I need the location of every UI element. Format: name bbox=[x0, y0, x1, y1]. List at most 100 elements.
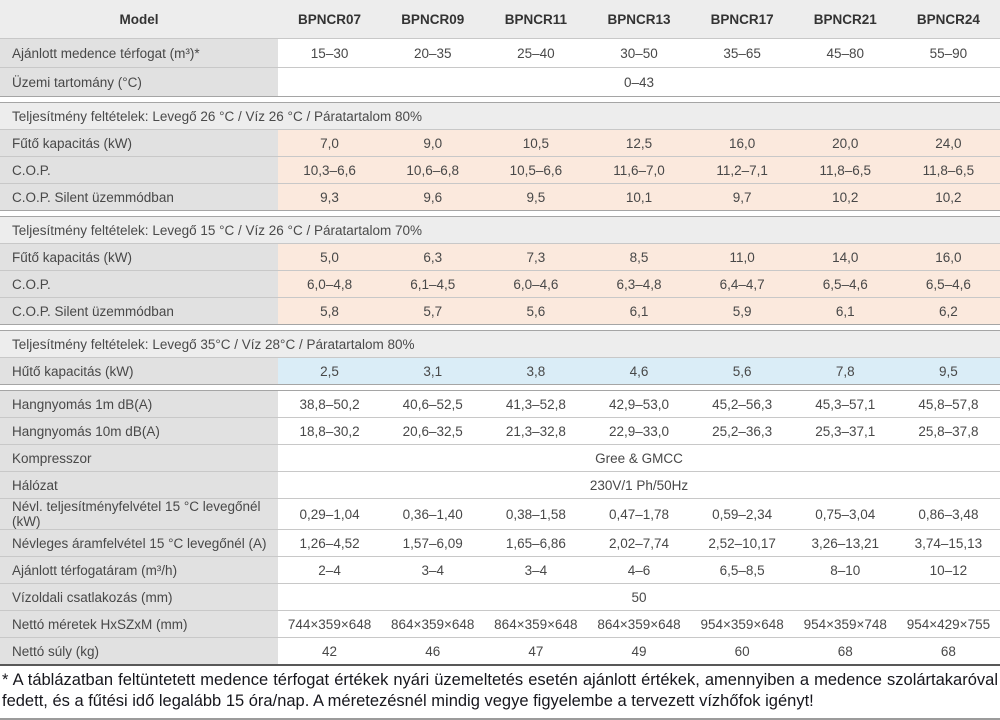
value-cell: 10,2 bbox=[896, 184, 1000, 210]
value-cell: 5,6 bbox=[690, 358, 794, 384]
row-label: C.O.P. bbox=[0, 271, 278, 297]
value-cell: 9,5 bbox=[484, 184, 588, 210]
column-header: BPNCR13 bbox=[587, 0, 691, 38]
table-row: C.O.P. 6,0–4,8 6,1–4,5 6,0–4,6 6,3–4,8 6,4–4,… bbox=[0, 270, 1000, 297]
value-cell: 6,3–4,8 bbox=[587, 271, 691, 297]
value-cell: 6,5–8,5 bbox=[690, 557, 794, 583]
value-cell: 6,5–4,6 bbox=[793, 271, 897, 297]
row-label: Nettó méretek HxSZxM (mm) bbox=[0, 611, 278, 637]
value-cell: 5,7 bbox=[381, 298, 485, 324]
value-cell: 40,6–52,5 bbox=[381, 391, 485, 417]
column-header: BPNCR11 bbox=[484, 0, 588, 38]
row-label: Nettó súly (kg) bbox=[0, 638, 278, 664]
row-label: Ajánlott térfogatáram (m³/h) bbox=[0, 557, 278, 583]
value-cell: 49 bbox=[587, 638, 691, 664]
value-cell: 864×359×648 bbox=[381, 611, 485, 637]
value-cell: 42,9–53,0 bbox=[587, 391, 691, 417]
value-cell: 2,5 bbox=[278, 358, 382, 384]
row-label: Névleges áramfelvétel 15 °C levegőnél (A… bbox=[0, 530, 278, 556]
value-cell: 864×359×648 bbox=[484, 611, 588, 637]
table-row: C.O.P. Silent üzemmódban 9,3 9,6 9,5 10,1 9,7… bbox=[0, 183, 1000, 210]
value-cell: 1,57–6,09 bbox=[381, 530, 485, 556]
value-cell: 10,1 bbox=[587, 184, 691, 210]
value-cell: 6,3 bbox=[381, 244, 485, 270]
table-row: Kompresszor Gree & GMCC bbox=[0, 444, 1000, 471]
value-cell: 46 bbox=[381, 638, 485, 664]
merged-value-cell: 50 bbox=[278, 584, 1000, 610]
value-cell: 0,59–2,34 bbox=[690, 499, 794, 529]
value-cell: 11,8–6,5 bbox=[896, 157, 1000, 183]
table-group: Teljesítmény feltételek: Levegő 26 °C / … bbox=[0, 102, 1000, 211]
table-row: Hangnyomás 1m dB(A) 38,8–50,2 40,6–52,5 41,… bbox=[0, 391, 1000, 417]
value-cell: 0,86–3,48 bbox=[896, 499, 1000, 529]
value-cell: 9,5 bbox=[896, 358, 1000, 384]
value-cell: 6,4–4,7 bbox=[690, 271, 794, 297]
table-header-row: Model BPNCR07 BPNCR09 BPNCR11 BPNCR13 BPNCR17… bbox=[0, 0, 1000, 38]
value-cell: 3,1 bbox=[381, 358, 485, 384]
value-cell: 11,0 bbox=[690, 244, 794, 270]
value-cell: 47 bbox=[484, 638, 588, 664]
value-cell: 0,29–1,04 bbox=[278, 499, 382, 529]
value-cell: 954×429×755 bbox=[896, 611, 1000, 637]
table-row: Ajánlott medence térfogat (m³)* 15–30 20–3… bbox=[0, 38, 1000, 67]
column-header: BPNCR21 bbox=[793, 0, 897, 38]
value-cell: 0,36–1,40 bbox=[381, 499, 485, 529]
value-cell: 9,3 bbox=[278, 184, 382, 210]
column-header: BPNCR24 bbox=[896, 0, 1000, 38]
table-group: Teljesítmény feltételek: Levegő 35°C / V… bbox=[0, 330, 1000, 385]
value-cell: 60 bbox=[690, 638, 794, 664]
merged-value-cell: 0–43 bbox=[278, 68, 1000, 96]
table-row: Névl. teljesítményfelvétel 15 °C levegőn… bbox=[0, 498, 1000, 529]
value-cell: 68 bbox=[896, 638, 1000, 664]
column-header: BPNCR07 bbox=[278, 0, 382, 38]
table-group: Model BPNCR07 BPNCR09 BPNCR11 BPNCR13 BPNCR17… bbox=[0, 0, 1000, 97]
value-cell: 38,8–50,2 bbox=[278, 391, 382, 417]
section-header-label: Teljesítmény feltételek: Levegő 15 °C / … bbox=[0, 217, 1000, 243]
value-cell: 25,3–37,1 bbox=[793, 418, 897, 444]
value-cell: 7,0 bbox=[278, 130, 382, 156]
row-label: Hűtő kapacitás (kW) bbox=[0, 358, 278, 384]
row-label: Hangnyomás 10m dB(A) bbox=[0, 418, 278, 444]
value-cell: 45–80 bbox=[793, 39, 897, 67]
value-cell: 8–10 bbox=[793, 557, 897, 583]
value-cell: 10,5 bbox=[484, 130, 588, 156]
row-label: Névl. teljesítményfelvétel 15 °C levegőn… bbox=[0, 499, 278, 529]
value-cell: 15–30 bbox=[278, 39, 382, 67]
value-cell: 5,0 bbox=[278, 244, 382, 270]
value-cell: 6,1–4,5 bbox=[381, 271, 485, 297]
table-row: Nettó méretek HxSZxM (mm) 744×359×648 864×… bbox=[0, 610, 1000, 637]
value-cell: 744×359×648 bbox=[278, 611, 382, 637]
value-cell: 0,38–1,58 bbox=[484, 499, 588, 529]
value-cell: 5,8 bbox=[278, 298, 382, 324]
value-cell: 954×359×648 bbox=[690, 611, 794, 637]
value-cell: 45,3–57,1 bbox=[793, 391, 897, 417]
value-cell: 6,1 bbox=[587, 298, 691, 324]
merged-value-cell: Gree & GMCC bbox=[278, 445, 1000, 471]
value-cell: 35–65 bbox=[690, 39, 794, 67]
value-cell: 11,2–7,1 bbox=[690, 157, 794, 183]
value-cell: 11,6–7,0 bbox=[587, 157, 691, 183]
table-row: Hangnyomás 10m dB(A) 18,8–30,2 20,6–32,5 21… bbox=[0, 417, 1000, 444]
value-cell: 954×359×748 bbox=[793, 611, 897, 637]
table-row: Nettó súly (kg) 42 46 47 49 60 68 68 bbox=[0, 637, 1000, 664]
table-row: Ajánlott térfogatáram (m³/h) 2–4 3–4 3–4 4–6… bbox=[0, 556, 1000, 583]
value-cell: 4–6 bbox=[587, 557, 691, 583]
value-cell: 3–4 bbox=[484, 557, 588, 583]
value-cell: 1,65–6,86 bbox=[484, 530, 588, 556]
value-cell: 2,02–7,74 bbox=[587, 530, 691, 556]
column-header-model: Model bbox=[0, 0, 278, 38]
section-header-label: Teljesítmény feltételek: Levegő 26 °C / … bbox=[0, 103, 1000, 129]
value-cell: 9,7 bbox=[690, 184, 794, 210]
value-cell: 42 bbox=[278, 638, 382, 664]
value-cell: 41,3–52,8 bbox=[484, 391, 588, 417]
section-header-row: Teljesítmény feltételek: Levegő 35°C / V… bbox=[0, 331, 1000, 357]
value-cell: 6,0–4,8 bbox=[278, 271, 382, 297]
table-row: Vízoldali csatlakozás (mm) 50 bbox=[0, 583, 1000, 610]
row-label: Fűtő kapacitás (kW) bbox=[0, 130, 278, 156]
row-label: Hálózat bbox=[0, 472, 278, 498]
value-cell: 8,5 bbox=[587, 244, 691, 270]
value-cell: 20,6–32,5 bbox=[381, 418, 485, 444]
value-cell: 3–4 bbox=[381, 557, 485, 583]
table-group: Hangnyomás 1m dB(A) 38,8–50,2 40,6–52,5 41,… bbox=[0, 390, 1000, 666]
value-cell: 45,2–56,3 bbox=[690, 391, 794, 417]
